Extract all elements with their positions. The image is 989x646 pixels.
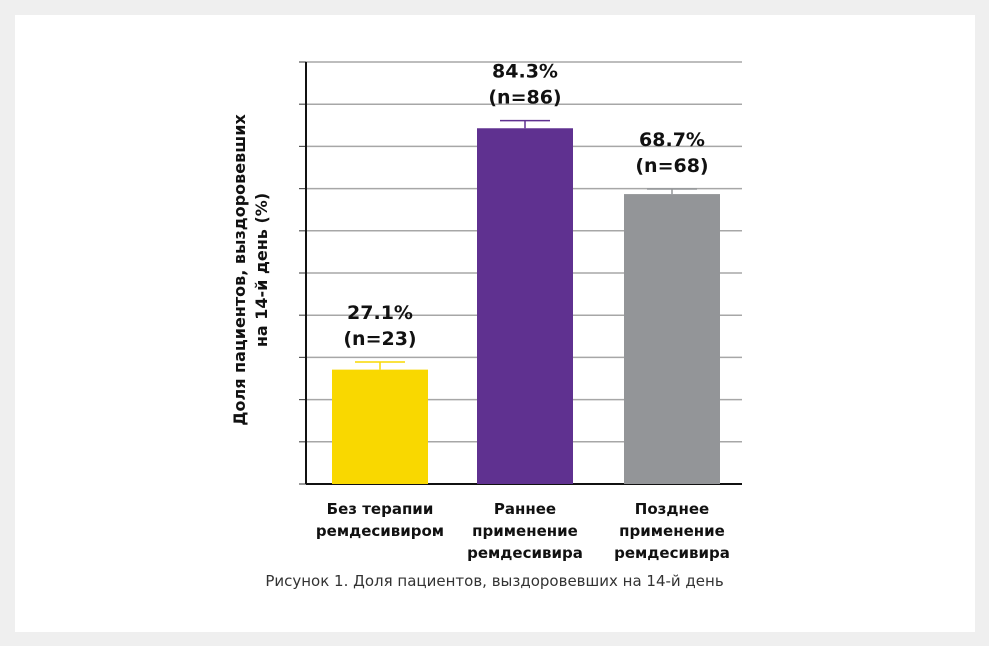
- x-tick-label: Позднее: [635, 500, 709, 518]
- bar: [624, 194, 720, 484]
- data-label-value: 84.3%: [492, 61, 558, 83]
- x-tick-label: применение: [619, 522, 725, 540]
- x-tick-label: применение: [472, 522, 578, 540]
- x-tick-label: ремдесивира: [467, 544, 583, 562]
- data-label-value: 27.1%: [347, 302, 413, 324]
- data-label-value: 68.7%: [639, 129, 705, 151]
- x-tick-label: Раннее: [494, 500, 556, 518]
- y-axis-label-line: Доля пациентов, выздоровевших: [230, 114, 249, 426]
- bar: [332, 369, 428, 484]
- y-axis-label-line: на 14-й день (%): [252, 193, 271, 347]
- data-label-n: (n=68): [635, 155, 708, 177]
- x-tick-label: Без терапии: [327, 500, 434, 518]
- bar: [477, 128, 573, 484]
- x-tick-label: ремдесивиром: [316, 522, 444, 540]
- data-label-n: (n=86): [488, 87, 561, 109]
- y-axis-label: Доля пациентов, выздоровевших на 14-й ден…: [230, 114, 271, 426]
- data-label-n: (n=23): [343, 328, 416, 350]
- x-tick-label: ремдесивира: [614, 544, 730, 562]
- figure-caption: Рисунок 1. Доля пациентов, выздоровевших…: [265, 572, 724, 590]
